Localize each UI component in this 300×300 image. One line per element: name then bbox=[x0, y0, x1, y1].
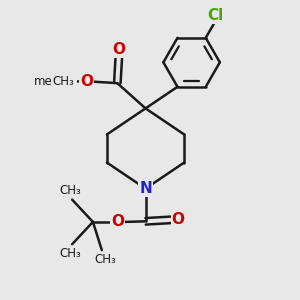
Text: O: O bbox=[111, 214, 124, 230]
Text: Cl: Cl bbox=[207, 8, 224, 23]
Text: methyl: methyl bbox=[60, 79, 65, 80]
Text: O: O bbox=[80, 74, 93, 89]
Text: CH₃: CH₃ bbox=[60, 184, 82, 197]
Text: N: N bbox=[139, 181, 152, 196]
Text: methyl: methyl bbox=[34, 74, 76, 88]
Text: CH₃: CH₃ bbox=[52, 74, 74, 88]
Text: CH₃: CH₃ bbox=[60, 247, 82, 260]
Text: CH₃: CH₃ bbox=[94, 254, 116, 266]
Text: O: O bbox=[112, 42, 125, 57]
Text: O: O bbox=[172, 212, 185, 227]
